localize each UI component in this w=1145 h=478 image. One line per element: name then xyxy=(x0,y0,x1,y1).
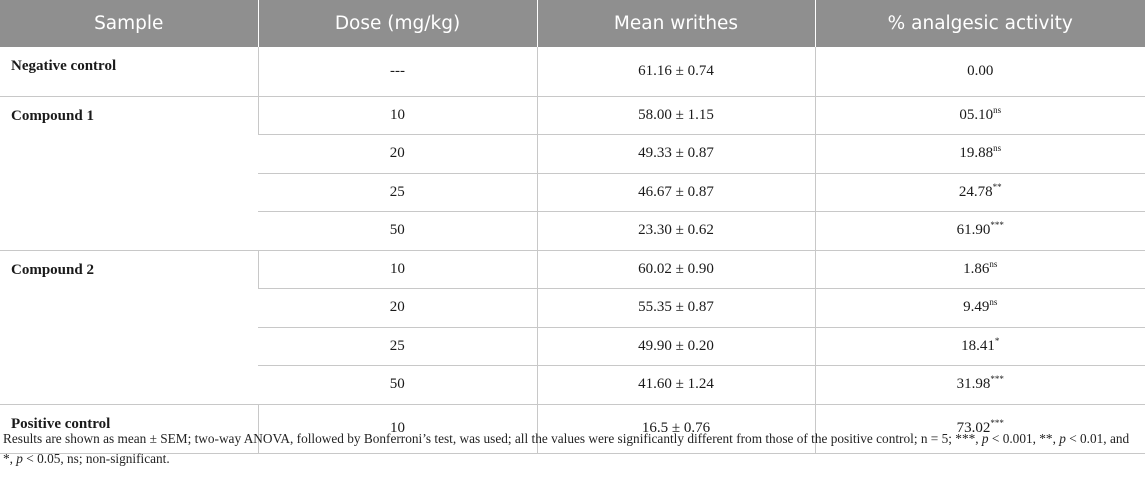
activity-value: 73.02 xyxy=(956,420,991,437)
analgesic-activity-cell: 19.88ns xyxy=(814,134,1145,174)
mean-writhes-cell: 49.90 ± 0.20 xyxy=(536,327,815,366)
table-row: 25 46.67 ± 0.87 24.78** xyxy=(0,173,1145,212)
dose-cell: 25 xyxy=(258,173,537,212)
significance-marker: ns xyxy=(993,104,1002,115)
footnote-p-3: p xyxy=(16,451,23,466)
analgesic-activity-cell: 73.02*** xyxy=(814,404,1145,454)
footnote-text-3: < 0.01, and *, xyxy=(3,431,1130,466)
table-row: 25 49.90 ± 0.20 18.41* xyxy=(0,327,1145,366)
header-dose: Dose (mg/kg) xyxy=(257,0,537,47)
significance-marker: ** xyxy=(992,181,1002,192)
footnote-text-2: < 0.001, **, xyxy=(988,431,1060,446)
dose-cell: --- xyxy=(257,47,537,97)
significance-marker: ns xyxy=(989,258,998,269)
activity-value: 31.98 xyxy=(956,376,991,393)
activity-value: 1.86 xyxy=(963,260,990,277)
table-row: 50 41.60 ± 1.24 31.98*** xyxy=(0,365,1145,405)
analgesic-activity-cell: 1.86ns xyxy=(814,250,1145,289)
mean-writhes-cell: 41.60 ± 1.24 xyxy=(536,365,815,405)
sample-cell: Compound 1 xyxy=(0,96,258,251)
dose-cell: 25 xyxy=(258,327,537,366)
activity-value: 18.41 xyxy=(961,337,995,354)
mean-writhes-cell: 60.02 ± 0.90 xyxy=(536,250,815,289)
sample-cell: Positive control xyxy=(0,404,258,454)
mean-writhes-cell: 46.67 ± 0.87 xyxy=(536,173,815,212)
activity-value: 9.49 xyxy=(963,299,990,316)
dose-cell: 10 xyxy=(257,404,537,454)
analgesic-activity-cell: 0.00 xyxy=(814,47,1145,97)
table-row: Negative control --- 61.16 ± 0.74 0.00 xyxy=(0,47,1145,97)
table-row: Compound 1 10 58.00 ± 1.15 05.10ns xyxy=(0,96,1145,251)
table-header-row: Sample Dose (mg/kg) Mean writhes % analg… xyxy=(0,0,1145,47)
header-sample: Sample xyxy=(0,0,258,47)
analgesic-activity-cell: 05.10ns xyxy=(814,96,1145,135)
table-row: Positive control 10 16.5 ± 0.76 73.02*** xyxy=(0,404,1145,454)
dose-cell: 20 xyxy=(258,288,537,328)
footnote-p-2: p xyxy=(1059,431,1066,446)
activity-value: 05.10 xyxy=(959,106,994,123)
table-footnote: Results are shown as mean ± SEM; two-way… xyxy=(3,429,1141,469)
significance-marker: *** xyxy=(990,418,1004,429)
analgesic-activity-cell: 9.49ns xyxy=(814,288,1145,328)
activity-value: 24.78 xyxy=(958,183,993,200)
sample-cell: Negative control xyxy=(0,47,258,97)
mean-writhes-cell: 61.16 ± 0.74 xyxy=(536,47,815,97)
footnote-text-4: < 0.05, ns; non-significant. xyxy=(22,451,170,466)
table-row: 20 49.33 ± 0.87 19.88ns xyxy=(0,134,1145,174)
table-row: 50 23.30 ± 0.62 61.90*** xyxy=(0,211,1145,251)
table-body: Negative control --- 61.16 ± 0.74 0.00 Compo… xyxy=(0,47,1145,454)
significance-marker: ns xyxy=(993,143,1002,154)
mean-writhes-cell: 49.33 ± 0.87 xyxy=(536,134,815,174)
mean-writhes-cell: 23.30 ± 0.62 xyxy=(536,211,815,251)
dose-cell: 50 xyxy=(258,211,537,251)
table-row: 20 55.35 ± 0.87 9.49ns xyxy=(0,288,1145,328)
dose-cell: 10 xyxy=(257,96,537,135)
analgesic-activity-cell: 18.41* xyxy=(814,327,1145,366)
significance-marker: *** xyxy=(990,220,1004,231)
activity-value: 0.00 xyxy=(967,62,994,79)
activity-value: 61.90 xyxy=(956,222,991,239)
activity-value: 19.88 xyxy=(959,145,994,162)
footnote-text-1: Results are shown as mean ± SEM; two-way… xyxy=(3,431,982,446)
mean-writhes-cell: 55.35 ± 0.87 xyxy=(536,288,815,328)
analgesic-activity-cell: 61.90*** xyxy=(814,211,1145,251)
analgesic-activity-cell: 24.78** xyxy=(814,173,1145,212)
analgesic-activity-cell: 31.98*** xyxy=(814,365,1145,405)
significance-marker: ns xyxy=(989,297,998,308)
significance-marker: *** xyxy=(990,374,1004,385)
table-row: Compound 2 10 60.02 ± 0.90 1.86ns xyxy=(0,250,1145,405)
results-table-container: Sample Dose (mg/kg) Mean writhes % analg… xyxy=(0,0,1145,454)
significance-marker: * xyxy=(994,335,1000,346)
dose-cell: 10 xyxy=(257,250,537,289)
header-analgesic-activity: % analgesic activity xyxy=(814,0,1145,47)
mean-writhes-cell: 16.5 ± 0.76 xyxy=(536,404,815,454)
header-mean-writhes: Mean writhes xyxy=(536,0,815,47)
dose-cell: 50 xyxy=(258,365,537,405)
results-table: Sample Dose (mg/kg) Mean writhes % analg… xyxy=(0,0,1145,454)
sample-cell: Compound 2 xyxy=(0,250,258,405)
mean-writhes-cell: 58.00 ± 1.15 xyxy=(536,96,815,135)
dose-cell: 20 xyxy=(258,134,537,174)
footnote-p-1: p xyxy=(981,431,989,446)
